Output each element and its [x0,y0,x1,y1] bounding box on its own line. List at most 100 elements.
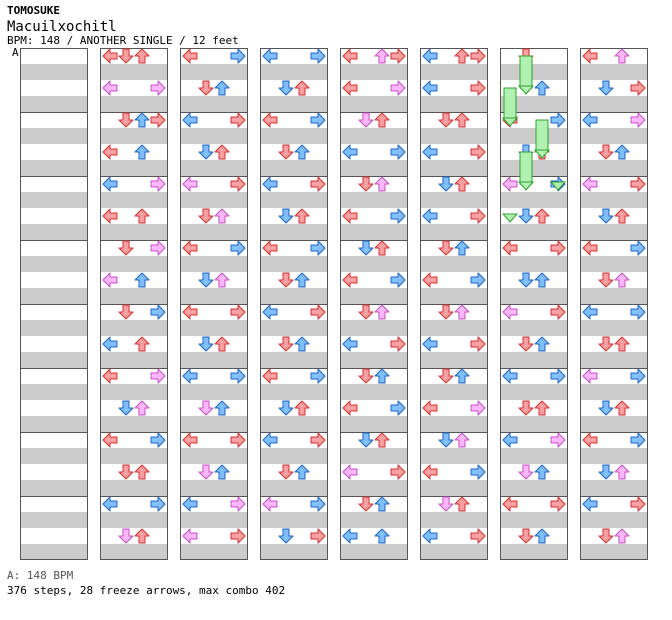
up-arrow [294,144,310,160]
left-arrow [342,80,358,96]
beat-stripe [580,320,648,336]
beat-stripe [580,160,648,176]
left-arrow [262,432,278,448]
down-arrow [118,400,134,416]
beat-stripe [340,160,408,176]
left-arrow [182,496,198,512]
up-arrow [374,304,390,320]
left-arrow [262,496,278,512]
up-arrow [374,496,390,512]
up-arrow [294,336,310,352]
down-arrow [438,368,454,384]
beat-stripe [420,96,488,112]
right-arrow [470,528,486,544]
down-arrow [438,432,454,448]
beat-stripe [180,384,248,400]
left-arrow [262,48,278,64]
freeze-arrow [517,55,535,95]
down-arrow [118,528,134,544]
beat-stripe [340,128,408,144]
right-arrow [310,48,326,64]
left-arrow [182,112,198,128]
beat-stripe [340,512,408,528]
right-arrow [230,240,246,256]
down-arrow [358,304,374,320]
left-arrow [102,80,118,96]
down-arrow [198,464,214,480]
left-arrow [422,336,438,352]
up-arrow [294,400,310,416]
up-arrow [534,464,550,480]
left-arrow [262,112,278,128]
up-arrow [214,80,230,96]
left-arrow [502,432,518,448]
right-arrow [310,176,326,192]
beat-stripe [500,416,568,432]
down-arrow [198,80,214,96]
beat-stripe [500,288,568,304]
beat-stripe [100,64,168,80]
left-arrow [502,368,518,384]
right-arrow [230,48,246,64]
beat-stripe [420,320,488,336]
beat-stripe [580,384,648,400]
beat-stripe [260,160,328,176]
up-arrow [134,208,150,224]
down-arrow [518,528,534,544]
beat-stripe [180,448,248,464]
beat-stripe [20,192,88,208]
left-arrow [582,240,598,256]
down-arrow [358,112,374,128]
beat-stripe [180,352,248,368]
beat-stripe [340,64,408,80]
beat-stripe [100,416,168,432]
left-arrow [102,368,118,384]
beat-stripe [340,96,408,112]
left-arrow [102,432,118,448]
right-arrow [630,240,646,256]
chart-column [20,48,88,560]
beat-stripe [420,160,488,176]
right-arrow [630,112,646,128]
beat-stripe [180,160,248,176]
beat-stripe [340,480,408,496]
left-arrow [502,240,518,256]
beat-stripe [580,64,648,80]
beat-stripe [20,288,88,304]
up-arrow [134,144,150,160]
beat-stripe [580,512,648,528]
left-arrow [502,176,518,192]
freeze-arrow [533,119,551,159]
chart-column [100,48,168,560]
right-arrow [470,400,486,416]
left-arrow [102,176,118,192]
right-arrow [550,368,566,384]
right-arrow [390,48,406,64]
beat-stripe [260,384,328,400]
right-arrow [470,336,486,352]
down-arrow [518,464,534,480]
song-title: Macuilxochitl [7,19,117,35]
down-arrow [118,240,134,256]
down-arrow [438,112,454,128]
down-arrow [278,464,294,480]
column-frame [260,48,328,560]
down-arrow [518,208,534,224]
beat-stripe [340,384,408,400]
beat-stripe [100,96,168,112]
left-arrow [422,80,438,96]
left-arrow [182,48,198,64]
beat-stripe [20,512,88,528]
right-arrow [230,368,246,384]
beat-stripe [500,256,568,272]
up-arrow [614,336,630,352]
right-arrow [630,496,646,512]
beat-stripe [420,288,488,304]
left-arrow [342,400,358,416]
down-arrow [598,464,614,480]
down-arrow [278,528,294,544]
beat-stripe [100,320,168,336]
down-arrow [118,48,134,64]
beat-stripe [100,512,168,528]
right-arrow [230,496,246,512]
